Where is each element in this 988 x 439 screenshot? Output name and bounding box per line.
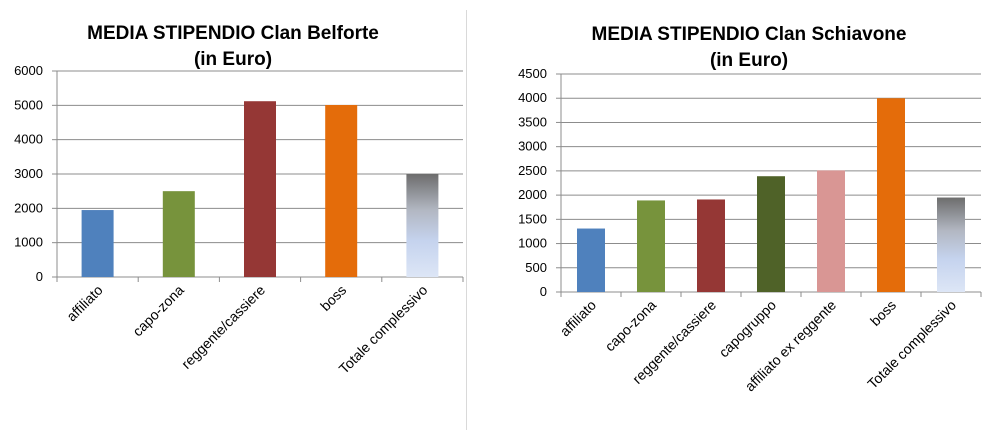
x-category-label: reggente/cassiere xyxy=(178,282,268,372)
chart-title-line-2: (in Euro) xyxy=(710,50,788,71)
y-tick-label: 2500 xyxy=(518,163,547,178)
y-tick-label: 6000 xyxy=(14,63,43,78)
y-tick-label: 2000 xyxy=(14,200,43,215)
panel-divider xyxy=(466,10,467,430)
y-tick-label: 500 xyxy=(525,260,547,275)
bar-reggente-cassiere xyxy=(697,199,725,292)
chart-schiavone: MEDIA STIPENDIO Clan Schiavone (in Euro) 0… xyxy=(467,0,988,434)
y-tick-label: 4500 xyxy=(518,66,547,81)
y-tick-label: 1000 xyxy=(14,235,43,250)
y-tick-label: 1500 xyxy=(518,211,547,226)
chart-title-line-1: MEDIA STIPENDIO Clan Belforte xyxy=(87,23,379,44)
y-tick-label: 3000 xyxy=(14,166,43,181)
bar-totale-complessivo xyxy=(406,174,439,277)
y-tick-label: 1000 xyxy=(518,236,547,251)
chart-belforte-svg: MEDIA STIPENDIO Clan Belforte (in Euro) 0 1… xyxy=(14,23,464,377)
bar-affiliato-ex-reggente xyxy=(817,170,845,292)
bar-affiliato xyxy=(81,210,114,277)
bar-boss xyxy=(325,104,358,278)
chart-belforte: MEDIA STIPENDIO Clan Belforte (in Euro) 0 1… xyxy=(0,0,466,434)
y-tick-label: 2000 xyxy=(518,187,547,202)
bar-reggente-cassiere xyxy=(244,101,276,277)
chart-schiavone-svg: MEDIA STIPENDIO Clan Schiavone (in Euro) 0… xyxy=(518,24,982,394)
x-category-label: capo-zona xyxy=(129,282,187,340)
x-category-label: boss xyxy=(317,282,349,314)
y-tick-label: 0 xyxy=(36,269,43,284)
bar-capogruppo xyxy=(757,176,785,292)
x-category-label: capogruppo xyxy=(716,297,780,361)
y-tick-label: 5000 xyxy=(14,97,43,112)
y-tick-label: 4000 xyxy=(14,132,43,147)
y-tick-label: 3000 xyxy=(518,139,547,154)
y-tick-label: 0 xyxy=(540,284,547,299)
chart-title-line-1: MEDIA STIPENDIO Clan Schiavone xyxy=(592,24,907,45)
x-category-label: affiliato xyxy=(63,282,106,325)
bar-affiliato xyxy=(577,228,605,292)
chart-title-line-2: (in Euro) xyxy=(194,49,272,70)
bar-capo-zona xyxy=(162,191,195,277)
x-category-label: boss xyxy=(867,297,899,329)
x-category-label: Totale complessivo xyxy=(336,282,431,377)
bar-capo-zona xyxy=(637,200,665,292)
y-tick-label: 4000 xyxy=(518,90,547,105)
bar-totale-complessivo xyxy=(937,197,965,292)
bar-boss xyxy=(877,98,905,292)
y-tick-label: 3500 xyxy=(518,114,547,129)
x-category-label: capo-zona xyxy=(602,297,660,355)
x-category-label: affiliato xyxy=(557,297,600,340)
